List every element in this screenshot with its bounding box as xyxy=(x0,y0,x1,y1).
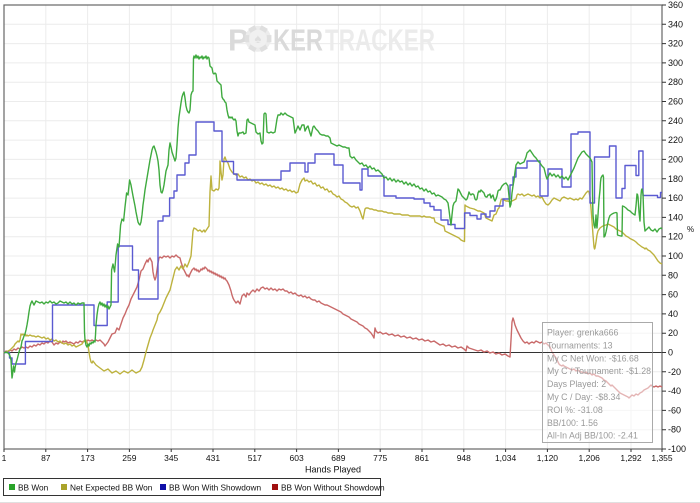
svg-text:1,120: 1,120 xyxy=(537,453,559,463)
svg-text:-60: -60 xyxy=(668,405,681,415)
svg-text:1,034: 1,034 xyxy=(495,453,517,463)
svg-text:Days Played: 2: Days Played: 2 xyxy=(547,379,606,389)
svg-text:689: 689 xyxy=(331,453,345,463)
svg-text:260: 260 xyxy=(668,97,683,107)
svg-text:140: 140 xyxy=(668,212,683,222)
svg-text:861: 861 xyxy=(415,453,429,463)
svg-text:431: 431 xyxy=(206,453,220,463)
svg-text:My C / Day: -$8.34: My C / Day: -$8.34 xyxy=(547,392,620,402)
svg-text:517: 517 xyxy=(248,453,262,463)
svg-text:300: 300 xyxy=(668,58,683,68)
svg-text:My C / Tournament: -$1.28: My C / Tournament: -$1.28 xyxy=(547,366,651,376)
svg-text:360: 360 xyxy=(668,0,683,10)
svg-text:-80: -80 xyxy=(668,425,681,435)
svg-text:160: 160 xyxy=(668,193,683,203)
svg-text:180: 180 xyxy=(668,174,683,184)
svg-text:775: 775 xyxy=(373,453,387,463)
svg-text:100: 100 xyxy=(668,251,683,261)
svg-text:220: 220 xyxy=(668,135,683,145)
svg-text:80: 80 xyxy=(668,270,678,280)
svg-text:-20: -20 xyxy=(668,367,681,377)
svg-text:BB Won: BB Won xyxy=(18,483,49,493)
svg-text:0: 0 xyxy=(668,348,673,358)
svg-text:280: 280 xyxy=(668,77,683,87)
svg-text:%: % xyxy=(687,225,694,234)
svg-text:P: P xyxy=(228,23,249,58)
svg-text:ROI %: -31.08: ROI %: -31.08 xyxy=(547,405,603,415)
svg-text:1,292: 1,292 xyxy=(620,453,642,463)
svg-text:1,206: 1,206 xyxy=(579,453,601,463)
svg-text:My C Net Won: -$16.68: My C Net Won: -$16.68 xyxy=(547,353,639,363)
svg-text:200: 200 xyxy=(668,154,683,164)
svg-text:259: 259 xyxy=(122,453,136,463)
svg-text:Player: grenka666: Player: grenka666 xyxy=(547,328,619,338)
svg-text:Tournaments: 13: Tournaments: 13 xyxy=(547,340,613,350)
svg-text:BB Won Without Showdown: BB Won Without Showdown xyxy=(281,483,385,493)
svg-text:BB/100: 1.56: BB/100: 1.56 xyxy=(547,418,598,428)
svg-text:Net Expected BB Won: Net Expected BB Won xyxy=(70,483,153,493)
svg-text:345: 345 xyxy=(164,453,178,463)
svg-text:-100: -100 xyxy=(668,444,686,454)
svg-text:All-In Adj BB/100: -2.41: All-In Adj BB/100: -2.41 xyxy=(547,431,638,441)
svg-text:340: 340 xyxy=(668,19,683,29)
svg-text:603: 603 xyxy=(290,453,304,463)
svg-text:60: 60 xyxy=(668,290,678,300)
svg-text:Hands Played: Hands Played xyxy=(305,465,361,475)
svg-text:♠: ♠ xyxy=(255,31,262,46)
svg-text:20: 20 xyxy=(668,328,678,338)
svg-text:173: 173 xyxy=(81,453,95,463)
svg-text:BB Won With Showdown: BB Won With Showdown xyxy=(169,483,261,493)
svg-text:240: 240 xyxy=(668,116,683,126)
svg-text:KER: KER xyxy=(273,23,323,58)
svg-text:40: 40 xyxy=(668,309,678,319)
svg-text:-40: -40 xyxy=(668,386,681,396)
svg-text:948: 948 xyxy=(457,453,471,463)
svg-text:TRACKER: TRACKER xyxy=(325,23,435,58)
svg-text:1,355: 1,355 xyxy=(651,453,673,463)
svg-text:87: 87 xyxy=(41,453,51,463)
svg-text:120: 120 xyxy=(668,232,683,242)
svg-text:320: 320 xyxy=(668,39,683,49)
svg-text:1: 1 xyxy=(2,453,7,463)
